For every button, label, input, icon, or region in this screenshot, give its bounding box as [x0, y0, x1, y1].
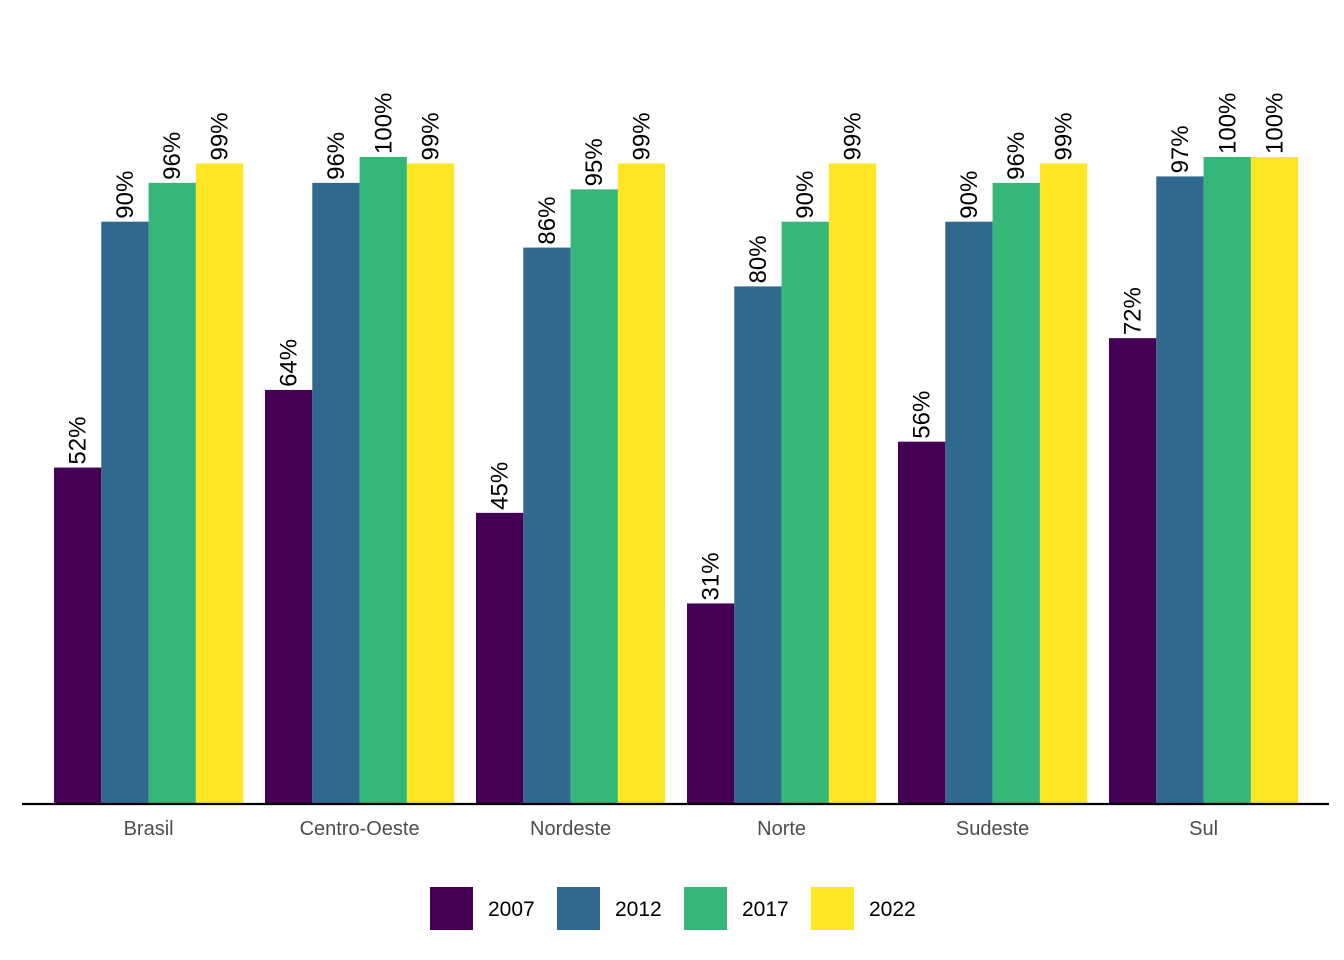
data-label: 99% — [418, 112, 445, 160]
legend-label-2017: 2017 — [742, 898, 789, 921]
data-label: 86% — [534, 197, 561, 245]
bar-sul-2022 — [1250, 157, 1299, 804]
data-label: 90% — [112, 171, 139, 219]
data-label: 100% — [1214, 93, 1241, 154]
bar-sul-2007 — [1109, 338, 1157, 804]
data-label: 64% — [276, 339, 303, 387]
bar-sudeste-2012 — [945, 221, 993, 804]
bar-sudeste-2022 — [1039, 163, 1088, 805]
legend: 2007 2012 2017 2022 — [430, 887, 916, 930]
data-label: 99% — [629, 112, 656, 160]
data-label: 100% — [370, 93, 397, 154]
bar-sul-2012 — [1156, 176, 1204, 804]
data-label: 96% — [1003, 132, 1030, 180]
data-label: 99% — [207, 112, 234, 160]
bar-centro-oeste-2022 — [406, 163, 455, 805]
bar-brasil-2017 — [148, 182, 196, 804]
x-tick-label: Brasil — [124, 818, 174, 840]
legend-key-2017 — [684, 887, 727, 930]
bar-nordeste-2012 — [523, 247, 571, 804]
data-label: 90% — [956, 171, 983, 219]
data-label: 99% — [1051, 112, 1078, 160]
bar-centro-oeste-2017 — [359, 157, 407, 804]
data-label: 52% — [65, 417, 92, 465]
bars-layer — [54, 157, 1299, 805]
bar-nordeste-2007 — [476, 512, 524, 804]
data-label: 31% — [698, 552, 725, 600]
data-label: 100% — [1262, 93, 1289, 154]
legend-label-2012: 2012 — [615, 898, 662, 921]
bar-sudeste-2017 — [992, 182, 1040, 804]
bar-brasil-2012 — [101, 221, 149, 804]
data-label: 56% — [909, 391, 936, 439]
x-tick-label: Sudeste — [956, 818, 1029, 840]
bar-brasil-2022 — [195, 163, 244, 805]
data-label: 96% — [159, 132, 186, 180]
bar-nordeste-2017 — [570, 189, 618, 805]
bar-centro-oeste-2007 — [265, 389, 313, 804]
legend-key-2007 — [430, 887, 473, 930]
x-tick-label: Sul — [1189, 818, 1218, 840]
data-label: 95% — [581, 138, 608, 186]
x-tick-labels: Brasil Centro-Oeste Nordeste Norte Sudeste Su… — [124, 818, 1218, 840]
data-label: 72% — [1120, 287, 1147, 335]
data-label: 99% — [840, 112, 867, 160]
x-tick-label: Nordeste — [530, 818, 611, 840]
bar-centro-oeste-2012 — [312, 182, 360, 804]
bar-norte-2022 — [828, 163, 877, 805]
data-label: 97% — [1167, 125, 1194, 173]
bar-brasil-2007 — [54, 467, 102, 804]
data-label: 45% — [487, 462, 514, 510]
bar-sudeste-2007 — [898, 441, 946, 804]
bar-norte-2007 — [687, 603, 735, 804]
bar-norte-2017 — [781, 221, 829, 804]
legend-key-2022 — [811, 887, 854, 930]
bar-norte-2012 — [734, 286, 782, 804]
x-tick-label: Norte — [757, 818, 806, 840]
data-label: 80% — [745, 235, 772, 283]
data-label: 96% — [323, 132, 350, 180]
legend-key-2012 — [557, 887, 600, 930]
legend-label-2022: 2022 — [869, 898, 916, 921]
x-tick-label: Centro-Oeste — [300, 818, 420, 840]
bar-nordeste-2022 — [617, 163, 666, 805]
data-label: 90% — [792, 171, 819, 219]
legend-label-2007: 2007 — [488, 898, 535, 921]
data-labels-layer: 52% 90% 96% 99% 64% 96% 100% 99% 45% 86% 95% 99% 31%… — [65, 93, 1289, 601]
bar-sul-2017 — [1203, 157, 1251, 804]
